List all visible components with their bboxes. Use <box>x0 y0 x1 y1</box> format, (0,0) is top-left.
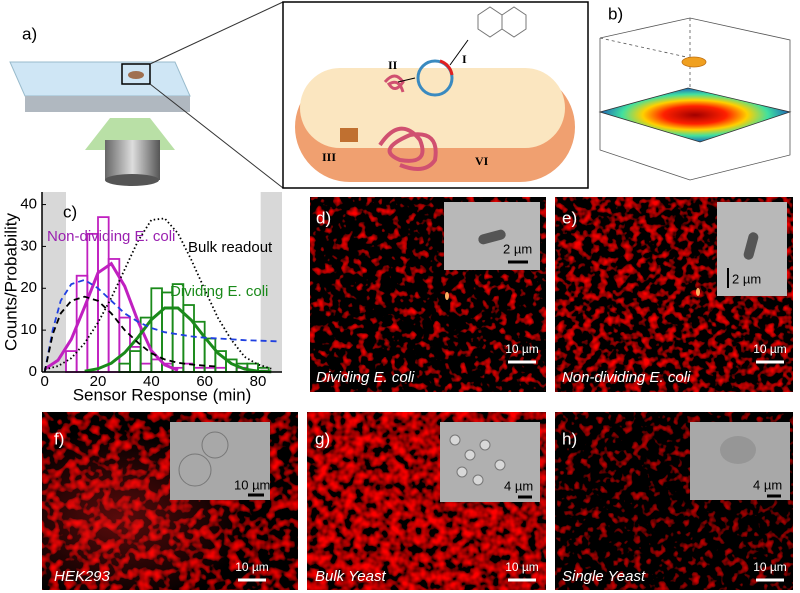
caption: Bulk Yeast <box>315 568 386 585</box>
x-tick-label: 60 <box>196 373 213 390</box>
molecule <box>477 6 527 38</box>
plasmid <box>416 59 454 97</box>
cell-signal <box>445 292 449 300</box>
y-tick-label: 40 <box>20 196 37 213</box>
slide <box>9 61 191 97</box>
panel-label: c) <box>63 202 77 221</box>
zoom-line <box>149 1 284 65</box>
annotation: Non-dividing E. coli <box>47 228 175 245</box>
scale-label: 10 µm <box>505 342 539 356</box>
histogram-bar <box>129 350 142 373</box>
x-axis-label: Sensor Response (min) <box>73 385 252 404</box>
panel-h: 4 µm h) Single Yeast 10 µm <box>555 412 793 590</box>
histogram-bar <box>139 362 153 373</box>
inset-cell <box>178 453 212 487</box>
step-label: II <box>388 58 398 72</box>
scale-label: 10 µm <box>753 560 787 574</box>
y-tick-label: 20 <box>20 279 37 296</box>
arrow <box>397 77 416 83</box>
annotation: Bulk readout <box>188 239 273 256</box>
panel-f: 10 µm f) HEK293 10 µm <box>42 412 298 590</box>
x-tick-label: 80 <box>250 373 267 390</box>
scale-label: 10 µm <box>235 560 269 574</box>
protein <box>383 74 405 93</box>
zoom-line <box>149 83 284 189</box>
inset-cell <box>201 431 229 459</box>
shaded-region <box>42 192 66 372</box>
fit-curve <box>44 217 272 371</box>
panel-label: d) <box>316 208 331 227</box>
x-tick-label: 0 <box>40 373 48 390</box>
cytoplasm <box>300 68 565 148</box>
inset-cell <box>743 232 759 260</box>
inset-scale-label: 4 µm <box>753 477 782 492</box>
step-label: I <box>462 52 467 66</box>
histogram-bar <box>65 350 78 373</box>
y-axis-label: Counts/Probability <box>1 213 20 351</box>
panel-label: b) <box>608 4 623 23</box>
inset-scale-label: 10 µm <box>234 477 270 492</box>
fit-curve <box>43 278 280 373</box>
x-tick-label: 40 <box>143 373 160 390</box>
caption: Single Yeast <box>562 568 646 585</box>
inset-scale-label: 4 µm <box>504 478 533 493</box>
panel-g: 4 µm g) Bulk Yeast 10 µm <box>307 412 546 590</box>
annotation: Dividing E. coli <box>170 283 268 300</box>
scale-label: 10 µm <box>505 560 539 574</box>
y-tick-label: 0 <box>29 363 37 380</box>
histogram-bar <box>86 232 99 373</box>
inset <box>170 422 270 500</box>
panel-e: 2 µm e) Non-dividing E. coli 10 µm <box>555 197 793 392</box>
zoom-box <box>121 63 151 85</box>
panel-label: e) <box>562 208 577 227</box>
slide-edge <box>25 96 190 112</box>
panel-label: g) <box>315 429 330 448</box>
x-tick-label: 20 <box>90 373 107 390</box>
panel-label: a) <box>22 24 37 43</box>
y-tick-label: 10 <box>20 321 37 338</box>
caption: HEK293 <box>54 568 111 585</box>
y-tick-label: 30 <box>20 237 37 254</box>
shaded-region <box>260 192 282 372</box>
panel-label: h) <box>562 429 577 448</box>
cell-marker <box>681 56 707 68</box>
fit-curve <box>43 295 219 373</box>
cell-signal <box>696 288 700 296</box>
cell <box>128 71 144 79</box>
pore <box>340 128 358 142</box>
aggregate <box>378 126 438 171</box>
chart: c) 0 20 40 60 80 0 10 20 30 40 Non-dividing E. col… <box>1 192 282 404</box>
panel-d: 2 µm d) Dividing E. coli 10 µm <box>310 197 546 392</box>
plasmid-gene <box>439 59 454 76</box>
arrow <box>449 39 469 66</box>
inset-cell <box>720 436 756 464</box>
panel-a: a) I II III VI <box>9 1 589 189</box>
fit-curve <box>84 306 272 374</box>
step-label: III <box>322 150 336 164</box>
histogram-bar <box>118 362 131 373</box>
heat-plane <box>598 87 792 143</box>
inset-scale-label: 2 µm <box>503 241 532 256</box>
caption: Non-dividing E. coli <box>562 369 691 386</box>
inset-cells <box>449 434 506 486</box>
panel-label: f) <box>54 429 64 448</box>
inset-scale-label: 2 µm <box>732 271 761 286</box>
inset-cell <box>478 229 506 245</box>
objective-base <box>105 174 159 186</box>
step-label: VI <box>475 154 489 168</box>
panel-b: b) <box>598 4 792 181</box>
scale-label: 10 µm <box>753 342 787 356</box>
objective <box>105 140 160 180</box>
caption: Dividing E. coli <box>316 369 415 386</box>
box-edge <box>599 37 701 61</box>
